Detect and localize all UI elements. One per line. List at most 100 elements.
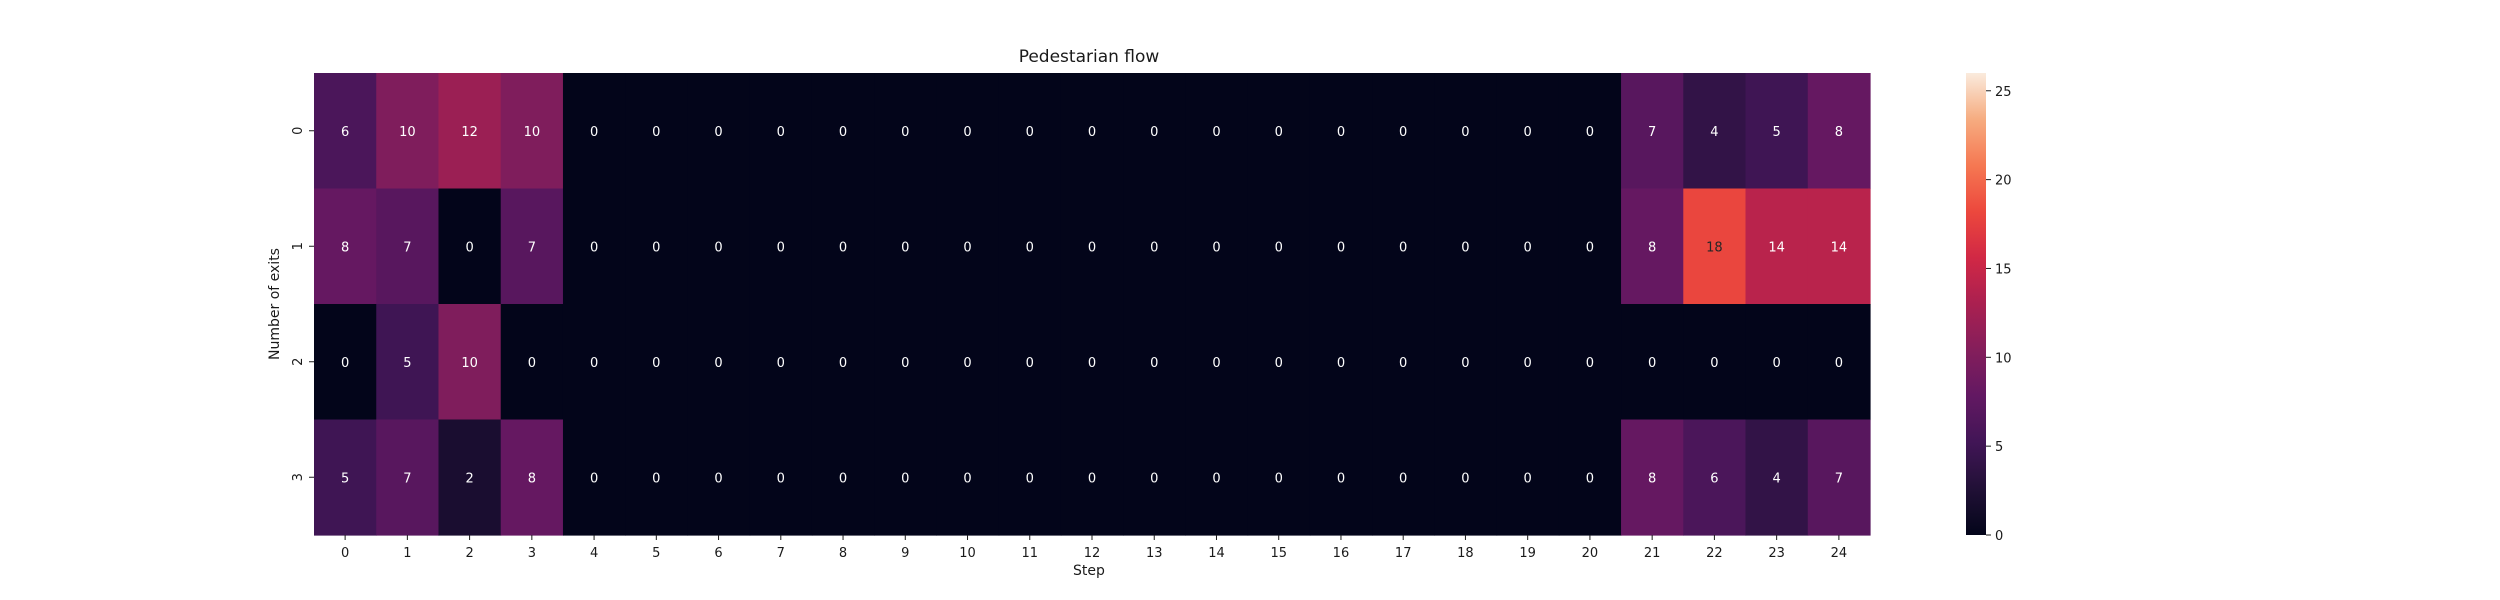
cell-value-label: 0	[839, 240, 847, 255]
heatmap-cell	[1496, 419, 1560, 536]
cell-value-label: 0	[1026, 125, 1034, 140]
heatmap-cell	[1807, 304, 1871, 421]
heatmap-cell	[376, 188, 440, 305]
heatmap-cell	[438, 304, 502, 421]
cell-value-label: 0	[1337, 240, 1345, 255]
cell-value-label: 0	[714, 240, 722, 255]
cell-value-label: 0	[1524, 240, 1532, 255]
cell-value-label: 0	[1088, 356, 1096, 371]
cell-value-label: 0	[777, 240, 785, 255]
x-tick-label: 8	[839, 546, 847, 561]
heatmap-cell	[1745, 419, 1809, 536]
cell-value-label: 0	[652, 125, 660, 140]
cell-value-label: 0	[1150, 125, 1158, 140]
heatmap-cell	[1309, 304, 1373, 421]
heatmap-cell	[500, 188, 564, 305]
heatmap-cell	[1683, 73, 1747, 190]
heatmap-cell	[625, 188, 689, 305]
cell-value-label: 0	[1710, 356, 1718, 371]
colorbar-tick-label: 10	[1995, 351, 2012, 366]
heatmap-cell	[1745, 188, 1809, 305]
cell-value-label: 0	[1399, 240, 1407, 255]
heatmap-cell	[1123, 419, 1186, 536]
heatmap-cell	[1123, 73, 1186, 190]
heatmap-cell	[376, 419, 440, 536]
heatmap-cell	[936, 304, 1000, 421]
heatmap-cell	[1807, 188, 1871, 305]
cell-value-label: 0	[1586, 125, 1594, 140]
heatmap-cell	[874, 73, 937, 190]
heatmap-cell	[314, 73, 377, 190]
x-tick-label: 18	[1457, 546, 1474, 561]
heatmap-cell	[936, 73, 1000, 190]
cell-value-label: 5	[341, 471, 349, 486]
heatmap-cell	[1745, 304, 1809, 421]
x-tick-label: 23	[1768, 546, 1785, 561]
x-tick-label: 21	[1644, 546, 1661, 561]
cell-value-label: 0	[1275, 356, 1283, 371]
heatmap-cell	[1683, 419, 1747, 536]
heatmap-cell	[1558, 419, 1622, 536]
heatmap-cell	[811, 188, 875, 305]
cell-value-label: 0	[1088, 125, 1096, 140]
y-tick-label: 1	[291, 242, 306, 250]
heatmap-cell	[376, 73, 440, 190]
cell-value-label: 0	[901, 356, 909, 371]
cell-value-label: 4	[1710, 125, 1718, 140]
heatmap-cell	[1496, 73, 1560, 190]
cell-value-label: 0	[1150, 240, 1158, 255]
cell-value-label: 0	[1212, 125, 1220, 140]
heatmap-cell	[1558, 188, 1622, 305]
chart-title: Pedestarian flow	[1019, 47, 1160, 67]
cell-value-label: 0	[1088, 240, 1096, 255]
heatmap-cell	[1372, 188, 1435, 305]
heatmap-cell	[1247, 304, 1311, 421]
x-axis-label: Step	[1073, 563, 1105, 579]
cell-value-label: 6	[341, 125, 349, 140]
cell-value-label: 0	[839, 125, 847, 140]
heatmap-cell	[1683, 304, 1747, 421]
cell-value-label: 0	[777, 356, 785, 371]
cell-value-label: 0	[1026, 240, 1034, 255]
x-tick-label: 12	[1084, 546, 1101, 561]
cell-value-label: 0	[901, 125, 909, 140]
cell-value-label: 0	[1026, 471, 1034, 486]
cell-value-label: 0	[590, 240, 598, 255]
heatmap-cell	[562, 419, 626, 536]
cell-value-label: 0	[714, 471, 722, 486]
x-tick-label: 13	[1146, 546, 1163, 561]
cell-value-label: 0	[1399, 356, 1407, 371]
heatmap-cell	[1309, 188, 1373, 305]
x-tick-label: 10	[959, 546, 976, 561]
cell-value-label: 0	[1337, 471, 1345, 486]
heatmap-cell	[625, 73, 689, 190]
heatmap-cell	[1185, 73, 1249, 190]
heatmap-cell	[1185, 304, 1249, 421]
heatmap-cell	[438, 188, 502, 305]
cell-value-label: 0	[777, 471, 785, 486]
cell-value-label: 5	[1772, 125, 1780, 140]
x-tick-label: 19	[1519, 546, 1536, 561]
heatmap-cell	[500, 304, 564, 421]
x-tick-label: 14	[1208, 546, 1225, 561]
cell-value-label: 7	[1835, 471, 1843, 486]
cell-value-label: 14	[1831, 240, 1848, 255]
colorbar-tick-label: 20	[1995, 174, 2012, 189]
cell-value-label: 0	[1088, 471, 1096, 486]
cell-value-label: 0	[1524, 471, 1532, 486]
heatmap-cell	[749, 304, 813, 421]
heatmap-cell	[998, 304, 1062, 421]
cell-value-label: 0	[839, 471, 847, 486]
x-tick-label: 2	[465, 546, 473, 561]
cell-value-label: 0	[963, 356, 971, 371]
heatmap-cell	[1060, 419, 1124, 536]
cell-value-label: 0	[1648, 356, 1656, 371]
colorbar-tick-label: 25	[1995, 85, 2012, 100]
cell-value-label: 0	[714, 356, 722, 371]
heatmap-cell	[1309, 419, 1373, 536]
cell-value-label: 4	[1772, 471, 1780, 486]
cell-value-label: 0	[777, 125, 785, 140]
heatmap-cell	[1247, 73, 1311, 190]
cell-value-label: 6	[1710, 471, 1718, 486]
heatmap-cell	[1060, 73, 1124, 190]
